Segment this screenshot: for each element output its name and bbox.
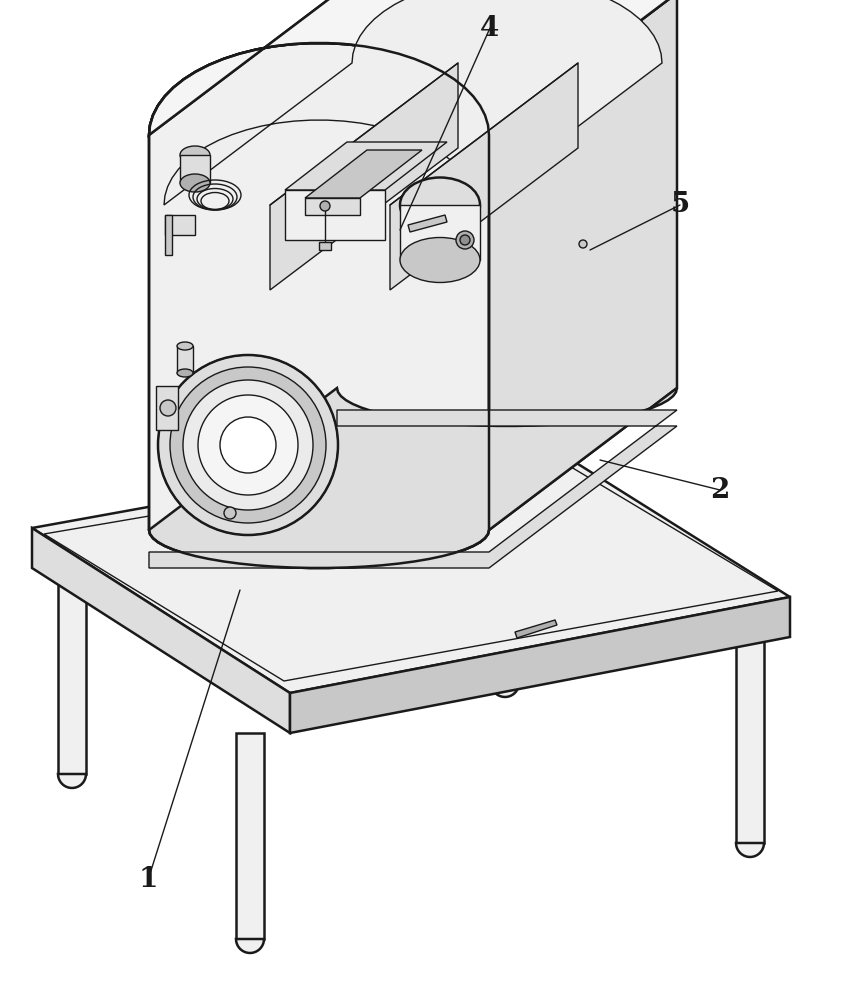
Polygon shape [149, 43, 488, 568]
Polygon shape [289, 597, 789, 733]
Polygon shape [164, 215, 172, 255]
Circle shape [198, 395, 298, 495]
Polygon shape [285, 190, 385, 240]
Polygon shape [164, 215, 195, 235]
Circle shape [158, 355, 338, 535]
Polygon shape [32, 528, 289, 733]
Polygon shape [491, 477, 518, 683]
Circle shape [319, 201, 330, 211]
Polygon shape [735, 843, 763, 857]
Polygon shape [319, 242, 331, 250]
Circle shape [160, 400, 176, 416]
Polygon shape [305, 150, 422, 198]
Circle shape [170, 367, 325, 523]
Polygon shape [58, 774, 86, 788]
Polygon shape [236, 733, 263, 939]
Polygon shape [285, 142, 447, 190]
Polygon shape [149, 0, 676, 135]
Ellipse shape [400, 178, 480, 232]
Polygon shape [514, 620, 556, 638]
Polygon shape [149, 0, 676, 135]
Circle shape [224, 507, 236, 519]
Polygon shape [389, 63, 578, 290]
Polygon shape [488, 0, 676, 530]
Circle shape [455, 231, 474, 249]
Text: 1: 1 [138, 866, 158, 893]
Polygon shape [236, 939, 263, 953]
Ellipse shape [180, 174, 210, 192]
Polygon shape [735, 637, 763, 843]
Circle shape [183, 380, 313, 510]
Polygon shape [149, 410, 676, 568]
Polygon shape [32, 437, 789, 693]
Ellipse shape [177, 342, 193, 350]
Polygon shape [177, 346, 193, 373]
Polygon shape [305, 198, 360, 215]
Polygon shape [400, 205, 480, 260]
Ellipse shape [180, 146, 210, 164]
Polygon shape [58, 568, 86, 774]
Circle shape [579, 240, 586, 248]
Text: 2: 2 [709, 477, 729, 504]
Circle shape [220, 417, 276, 473]
Polygon shape [269, 63, 457, 290]
Polygon shape [180, 155, 210, 183]
Circle shape [460, 235, 469, 245]
Ellipse shape [400, 237, 480, 282]
Polygon shape [491, 683, 518, 697]
Polygon shape [149, 388, 676, 568]
Text: 4: 4 [480, 15, 499, 42]
Polygon shape [156, 386, 177, 430]
Ellipse shape [177, 369, 193, 377]
Polygon shape [407, 215, 447, 232]
Text: 5: 5 [670, 192, 689, 219]
Polygon shape [164, 0, 661, 205]
